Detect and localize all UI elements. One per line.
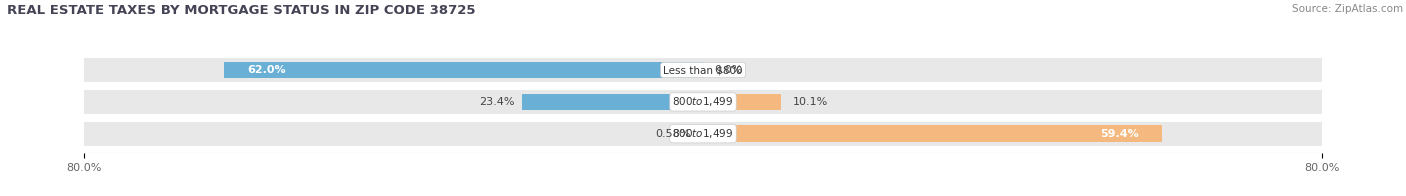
Text: REAL ESTATE TAXES BY MORTGAGE STATUS IN ZIP CODE 38725: REAL ESTATE TAXES BY MORTGAGE STATUS IN … (7, 4, 475, 17)
Bar (703, 125, 1163, 142)
Text: Less than $800: Less than $800 (664, 65, 742, 75)
Bar (84, 122, 1322, 146)
Bar (84, 58, 1322, 82)
Bar (224, 62, 703, 78)
Text: 59.4%: 59.4% (1101, 129, 1139, 139)
Text: 10.1%: 10.1% (793, 97, 828, 107)
Text: 0.58%: 0.58% (655, 129, 690, 139)
Text: 62.0%: 62.0% (247, 65, 285, 75)
Text: $800 to $1,499: $800 to $1,499 (672, 95, 734, 108)
Bar (84, 90, 1322, 114)
Text: $800 to $1,499: $800 to $1,499 (672, 127, 734, 140)
Bar (522, 94, 703, 110)
Text: 0.0%: 0.0% (714, 65, 742, 75)
Bar (699, 125, 703, 142)
Bar (703, 94, 782, 110)
Text: 23.4%: 23.4% (479, 97, 515, 107)
Text: Source: ZipAtlas.com: Source: ZipAtlas.com (1292, 4, 1403, 14)
